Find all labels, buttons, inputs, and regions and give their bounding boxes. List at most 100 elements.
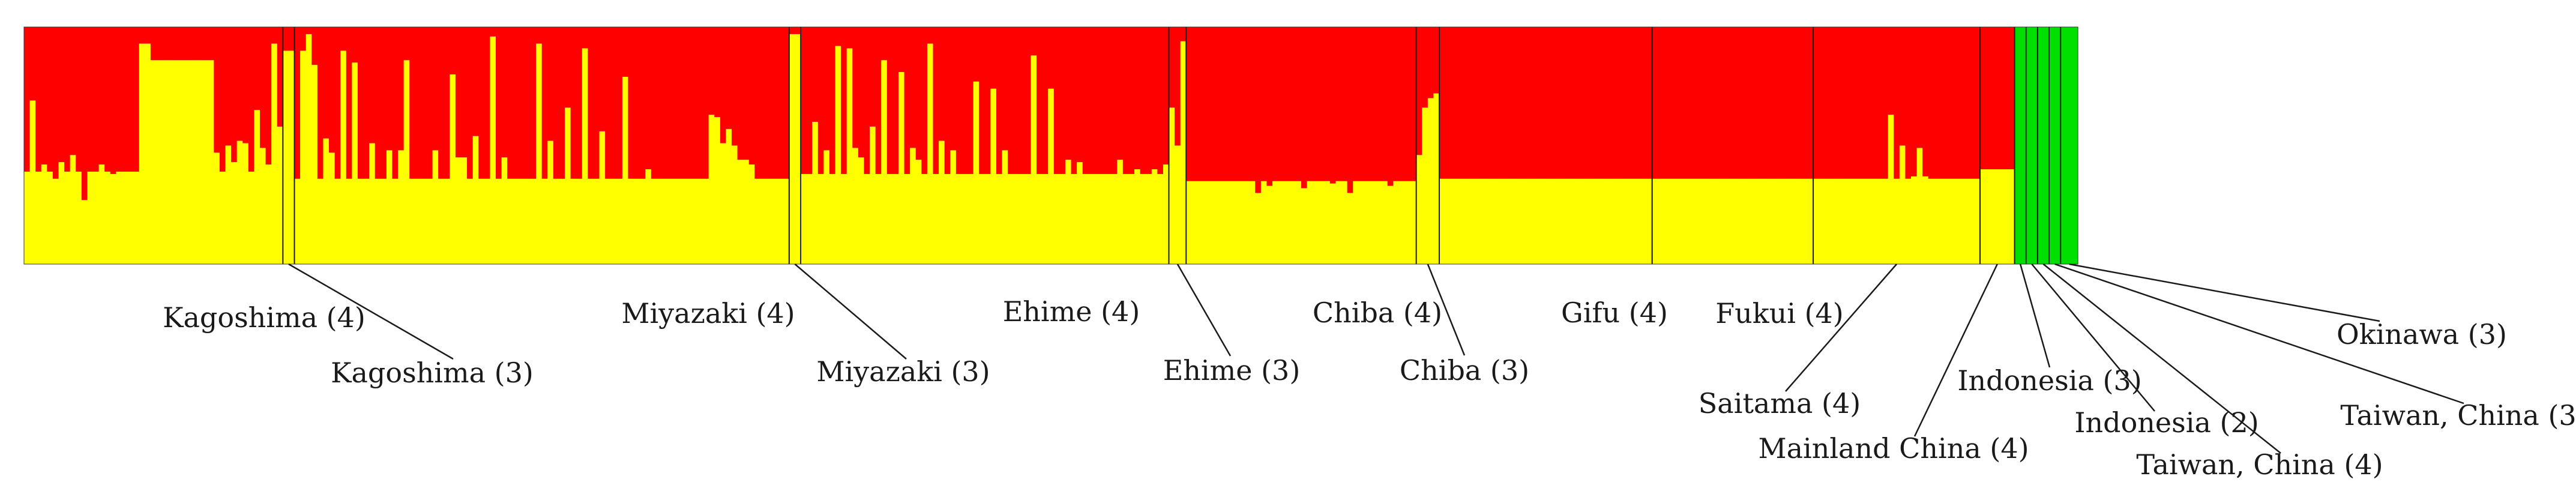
bar-miyazaki-4-50-cluster2 <box>582 27 588 49</box>
bar-mainland-china-4-5-cluster2 <box>2008 27 2015 169</box>
bar-chiba-3-0-cluster2 <box>1416 27 1422 155</box>
bar-kagoshima-4-12-cluster2 <box>93 27 100 172</box>
bar-gifu-4-34-cluster2 <box>1634 27 1642 179</box>
bar-ehime-4-7-cluster1 <box>841 173 847 264</box>
bar-ehime-4-49-cluster2 <box>1082 27 1089 174</box>
label-leader-lines <box>288 263 2464 454</box>
bar-chiba-4-16-cluster2 <box>1278 27 1284 181</box>
bar-miyazaki-3-0-cluster2 <box>789 27 796 34</box>
bar-ehime-4-14-cluster1 <box>881 60 888 265</box>
bar-miyazaki-4-11-cluster2 <box>357 27 364 179</box>
bar-miyazaki-4-4-cluster1 <box>317 178 324 264</box>
plot-frame <box>23 26 2078 265</box>
bar-chiba-3-1-cluster1 <box>1422 107 1428 265</box>
bar-miyazaki-4-2-cluster1 <box>305 34 312 264</box>
bar-ehime-4-8-cluster1 <box>846 48 853 265</box>
bar-fukui-4-13-cluster2 <box>1727 27 1733 179</box>
bar-ehime-4-58-cluster2 <box>1134 27 1141 169</box>
bar-kagoshima-4-27-cluster2 <box>179 27 185 61</box>
bar-chiba-4-7-cluster1 <box>1226 181 1233 264</box>
bar-miyazaki-4-36-cluster2 <box>501 27 508 158</box>
bar-miyazaki-4-52-cluster2 <box>593 27 600 179</box>
bar-gifu-4-22-cluster2 <box>1565 27 1572 179</box>
bar-miyazaki-4-72-cluster2 <box>708 27 715 115</box>
bar-miyazaki-4-37-cluster2 <box>507 27 514 179</box>
bar-fukui-4-7-cluster2 <box>1692 27 1699 179</box>
bar-chiba-4-0-cluster1 <box>1186 181 1193 264</box>
bar-chiba-4-36-cluster2 <box>1393 27 1400 181</box>
bar-kagoshima-4-32-cluster2 <box>208 27 214 61</box>
bar-gifu-4-1-cluster2 <box>1445 27 1451 179</box>
bar-kagoshima-4-42-cluster2 <box>265 27 272 165</box>
bar-miyazaki-4-67-cluster2 <box>679 27 686 179</box>
bar-kagoshima-4-3-cluster2 <box>41 27 47 165</box>
bar-miyazaki-4-8-cluster1 <box>340 50 347 264</box>
bar-miyazaki-4-31-cluster1 <box>472 136 479 264</box>
bar-miyazaki-4-13-cluster2 <box>369 27 376 143</box>
bar-miyazaki-4-34-cluster1 <box>490 36 496 265</box>
bar-kagoshima-4-15-cluster1 <box>110 173 116 264</box>
bar-saitama-4-10-cluster1 <box>1870 178 1877 264</box>
bar-kagoshima-4-22-cluster2 <box>150 27 157 61</box>
bar-saitama-4-9-cluster1 <box>1865 178 1871 264</box>
bar-miyazaki-4-81-cluster1 <box>760 178 767 264</box>
bar-ehime-4-5-cluster1 <box>829 173 836 264</box>
ancestry-bars <box>24 27 2078 265</box>
bar-miyazaki-4-78-cluster2 <box>743 27 750 160</box>
bar-kagoshima-4-5-cluster2 <box>52 27 59 179</box>
bar-miyazaki-4-71-cluster2 <box>703 27 709 179</box>
label-kagoshima-3: Kagoshima (3) <box>331 357 534 389</box>
bar-miyazaki-4-30-cluster1 <box>467 178 474 264</box>
bar-kagoshima-4-30-cluster1 <box>196 60 203 265</box>
bar-okinawa-3-2-cluster3 <box>2072 27 2078 264</box>
bar-fukui-4-24-cluster1 <box>1790 178 1796 264</box>
bar-saitama-4-28-cluster1 <box>1974 178 1981 264</box>
bar-gifu-4-32-cluster1 <box>1623 178 1630 264</box>
bar-chiba-4-39-cluster2 <box>1410 27 1417 181</box>
bar-miyazaki-4-68-cluster2 <box>685 27 692 179</box>
bar-kagoshima-4-19-cluster2 <box>133 27 140 172</box>
bar-ehime-4-21-cluster1 <box>921 173 928 264</box>
bar-miyazaki-4-60-cluster1 <box>639 178 646 264</box>
bar-fukui-4-21-cluster2 <box>1772 27 1780 179</box>
bar-miyazaki-4-55-cluster1 <box>610 178 617 264</box>
bar-gifu-4-23-cluster2 <box>1571 27 1578 179</box>
bar-saitama-4-13-cluster1 <box>1888 115 1894 264</box>
bar-saitama-4-0-cluster2 <box>1813 27 1820 179</box>
bar-saitama-4-27-cluster1 <box>1968 178 1975 264</box>
bar-gifu-4-20-cluster1 <box>1554 178 1560 264</box>
bar-ehime-4-40-cluster2 <box>1031 27 1037 56</box>
bar-chiba-4-37-cluster2 <box>1398 27 1406 181</box>
bar-gifu-4-5-cluster1 <box>1467 178 1475 264</box>
bar-kagoshima-4-41-cluster2 <box>260 27 266 148</box>
bar-taiwan-china-3-0-cluster3 <box>2049 27 2056 264</box>
bar-miyazaki-4-65-cluster2 <box>668 27 675 179</box>
bar-saitama-4-26-cluster2 <box>1963 27 1969 179</box>
bar-gifu-4-12-cluster1 <box>1508 178 1515 264</box>
leader-ehime-3 <box>1176 264 1232 357</box>
bar-taiwan-china-4-0-cluster3 <box>2037 27 2044 264</box>
bar-saitama-4-7-cluster1 <box>1853 178 1860 264</box>
bar-gifu-4-7-cluster1 <box>1479 178 1486 264</box>
bar-miyazaki-4-85-cluster1 <box>783 178 790 264</box>
bar-ehime-4-26-cluster2 <box>950 27 957 151</box>
bar-saitama-4-19-cluster1 <box>1922 176 1929 264</box>
bar-saitama-4-12-cluster2 <box>1882 27 1889 179</box>
bar-miyazaki-4-35-cluster2 <box>496 27 502 179</box>
bar-kagoshima-4-7-cluster1 <box>64 171 71 264</box>
bar-gifu-4-21-cluster2 <box>1560 27 1566 179</box>
bar-mainland-china-4-1-cluster2 <box>1985 27 1992 169</box>
bar-chiba-4-34-cluster2 <box>1382 27 1388 181</box>
bar-chiba-3-3-cluster1 <box>1433 93 1440 264</box>
bar-gifu-4-0-cluster2 <box>1439 27 1446 179</box>
bar-kagoshima-4-37-cluster1 <box>236 140 243 264</box>
bar-kagoshima-4-1-cluster1 <box>29 100 36 264</box>
bar-gifu-4-22-cluster1 <box>1565 178 1572 264</box>
bar-miyazaki-4-27-cluster1 <box>450 74 456 264</box>
bar-ehime-4-34-cluster1 <box>996 173 1003 264</box>
bar-chiba-4-6-cluster2 <box>1220 27 1227 181</box>
bar-ehime-4-50-cluster2 <box>1088 27 1095 174</box>
leader-miyazaki-3 <box>794 264 907 360</box>
bar-miyazaki-4-3-cluster2 <box>311 27 318 65</box>
bar-kagoshima-4-2-cluster1 <box>35 171 42 264</box>
